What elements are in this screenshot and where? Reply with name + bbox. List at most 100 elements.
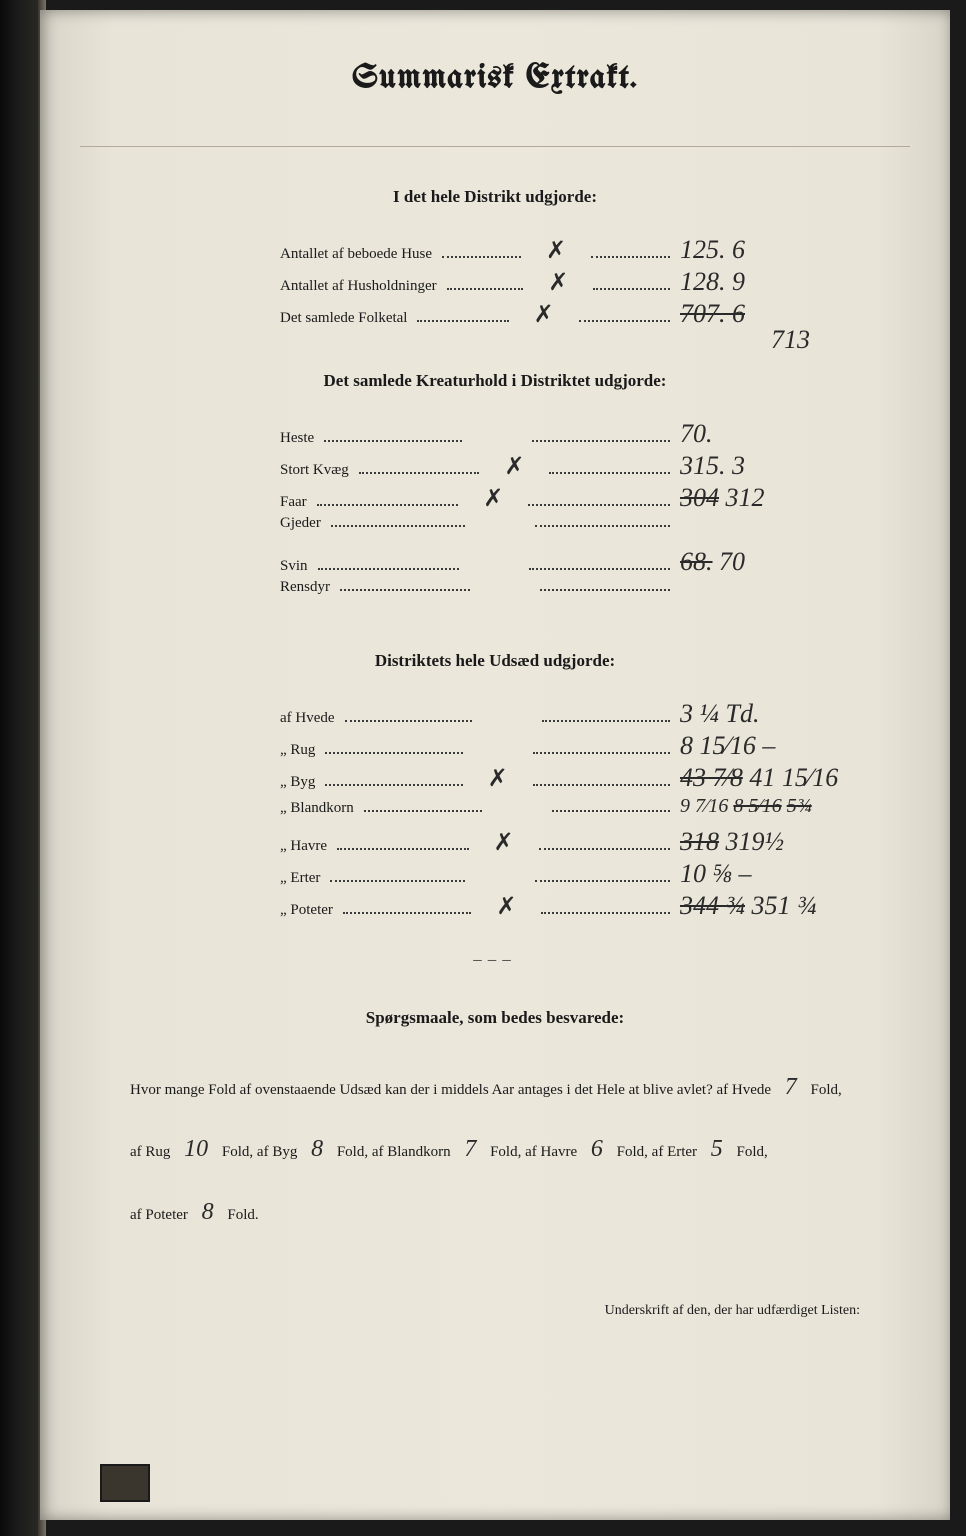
leader-dots [591, 256, 670, 258]
handwritten-value: 3 ¼ Td. [680, 699, 850, 729]
leader-dots [532, 440, 670, 442]
row-houses: Antallet af beboede Huse ✗ 125. 6 [280, 235, 850, 267]
answer-rye: 10 [174, 1118, 218, 1180]
row-label: „ Rug [280, 742, 315, 759]
handwritten-value: 9 7⁄16 8 5⁄16 5¾ [680, 795, 850, 818]
answer-peas: 5 [701, 1118, 733, 1180]
leader-dots [442, 256, 521, 258]
leader-dots [542, 720, 670, 722]
unit-fold: Fold. [227, 1207, 258, 1223]
row-barley: „ Byg ✗ 43 7⁄8 41 15⁄16 [280, 763, 850, 795]
question-line-2: af Rug 10 Fold, af Byg 8 Fold, af Blandk… [130, 1118, 860, 1180]
answer-oats: 6 [581, 1118, 613, 1180]
row-reindeer: Rensdyr [280, 579, 850, 611]
leader-dots [535, 880, 670, 882]
pre-value: 9 7⁄16 [680, 795, 728, 817]
row-oats: „ Havre ✗ 318 319½ [280, 827, 850, 859]
struck-value: 43 7⁄8 [680, 763, 743, 792]
unit-fold: Fold, [737, 1144, 768, 1160]
section-rows-livestock: Heste 70. Stort Kvæg ✗ 315. 3 Faar ✗ 304… [280, 419, 850, 611]
question-line-3: af Poteter 8 Fold. [130, 1181, 860, 1243]
answer-potatoes: 8 [192, 1181, 224, 1243]
struck-value: 8 5⁄16 [733, 795, 781, 817]
corrected-value: 713 [771, 325, 810, 355]
questions-block: Hvor mange Fold af ovenstaaende Udsæd ka… [130, 1056, 860, 1243]
handwritten-value: 125. 6 [680, 235, 850, 265]
leader-dots [345, 720, 473, 722]
row-mixedgrain: „ Blandkorn 9 7⁄16 8 5⁄16 5¾ [280, 795, 850, 827]
handwritten-value: 10 ⅝ – [680, 859, 850, 889]
struck-value: 707. 6 [680, 299, 745, 328]
corrected-value: 41 15⁄16 [749, 763, 838, 792]
horizontal-rule [80, 146, 910, 147]
leader-dots [533, 752, 670, 754]
question-text: Fold, af Blandkorn [337, 1144, 451, 1160]
tally-mark: ✗ [473, 764, 523, 793]
row-label: „ Poteter [280, 902, 333, 919]
row-label: Antallet af beboede Huse [280, 246, 432, 263]
corrected-value: 312 [726, 483, 765, 512]
row-label: Gjeder [280, 515, 321, 532]
section-divider: ─── [100, 953, 890, 968]
handwritten-value: 68. 70 [680, 547, 850, 577]
leader-dots [325, 752, 462, 754]
section-heading-district: I det hele Distrikt udgjorde: [100, 187, 890, 207]
answer-wheat: 7 [775, 1056, 807, 1118]
tally-mark: ✗ [533, 268, 583, 297]
book-binding [0, 0, 42, 1536]
struck-value: 318 [680, 827, 719, 856]
row-goats: Gjeder [280, 515, 850, 547]
leader-dots [539, 848, 670, 850]
leader-dots [324, 440, 462, 442]
row-label: Faar [280, 494, 307, 511]
corrected-value: 70 [719, 547, 745, 576]
row-label: Svin [280, 558, 308, 575]
row-label: Antallet af Husholdninger [280, 278, 437, 295]
row-label: Det samlede Folketal [280, 310, 407, 327]
row-label: af Hvede [280, 710, 335, 727]
leader-dots [540, 589, 670, 591]
row-households: Antallet af Husholdninger ✗ 128. 9 [280, 267, 850, 299]
leader-dots [318, 568, 459, 570]
row-label: „ Byg [280, 774, 315, 791]
tally-mark: ✗ [489, 452, 539, 481]
row-pigs: Svin 68. 70 [280, 547, 850, 579]
corrected-value: 319½ [726, 827, 785, 856]
row-population: Det samlede Folketal ✗ 707. 6 713 [280, 299, 850, 331]
leader-dots [417, 320, 508, 322]
leader-dots [528, 504, 670, 506]
corrected-value: 351 ¾ [752, 891, 817, 920]
row-label: „ Havre [280, 838, 327, 855]
tally-mark: ✗ [519, 300, 569, 329]
leader-dots [330, 880, 465, 882]
leader-dots [535, 525, 670, 527]
handwritten-value: 707. 6 [680, 299, 850, 329]
leader-dots [541, 912, 670, 914]
section-heading-livestock: Det samlede Kreaturhold i Distriktet udg… [100, 371, 890, 391]
question-line-1: Hvor mange Fold af ovenstaaende Udsæd ka… [130, 1056, 860, 1118]
handwritten-value: 318 319½ [680, 827, 850, 857]
row-rye: „ Rug 8 15⁄16 – [280, 731, 850, 763]
leader-dots [340, 589, 470, 591]
struck-value: 68. [680, 547, 713, 576]
tally-mark: ✗ [531, 236, 581, 265]
leader-dots [317, 504, 459, 506]
answer-barley: 8 [301, 1118, 333, 1180]
row-cattle: Stort Kvæg ✗ 315. 3 [280, 451, 850, 483]
row-sheep: Faar ✗ 304 312 [280, 483, 850, 515]
row-label: Heste [280, 430, 314, 447]
corrected-value: 5¾ [787, 795, 812, 817]
leader-dots [359, 472, 480, 474]
question-text: Hvor mange Fold af ovenstaaende Udsæd ka… [130, 1082, 771, 1098]
section-rows-district: Antallet af beboede Huse ✗ 125. 6 Antall… [280, 235, 850, 331]
leader-dots [593, 288, 670, 290]
row-label: Rensdyr [280, 579, 330, 596]
row-potatoes: „ Poteter ✗ 344 ¾ 351 ¾ [280, 891, 850, 923]
answer-mixedgrain: 7 [454, 1118, 486, 1180]
leader-dots [549, 472, 670, 474]
handwritten-value: 344 ¾ 351 ¾ [680, 891, 850, 921]
question-text: af Rug [130, 1144, 170, 1160]
page-tab [100, 1464, 150, 1502]
section-heading-questions: Spørgsmaale, som bedes besvarede: [100, 1008, 890, 1028]
signature-label: Underskrift af den, der har udfærdiget L… [100, 1303, 860, 1319]
